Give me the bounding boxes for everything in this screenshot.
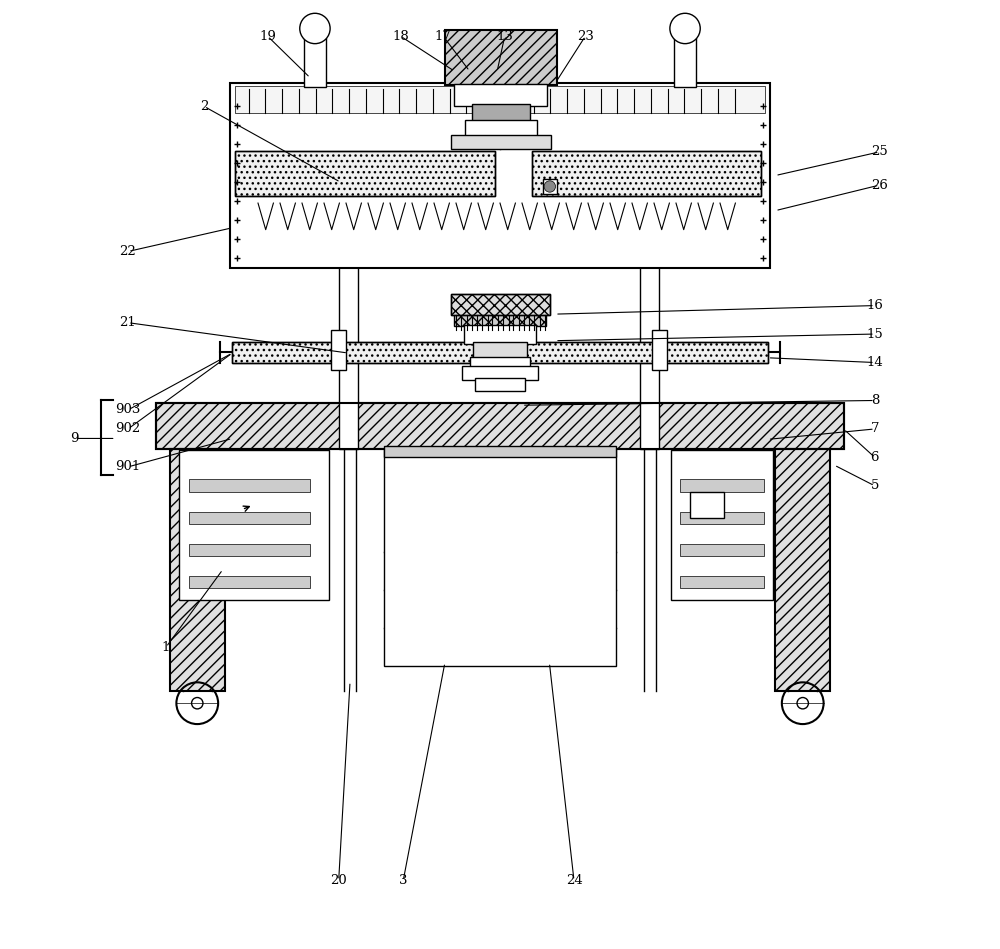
Bar — [680, 512, 764, 524]
Circle shape — [544, 181, 556, 193]
Text: 21: 21 — [120, 316, 136, 329]
Bar — [690, 492, 724, 518]
Bar — [775, 449, 830, 691]
Bar — [235, 151, 495, 196]
Bar — [472, 104, 530, 121]
Text: 19: 19 — [259, 29, 276, 43]
Bar — [189, 544, 310, 556]
Text: 6: 6 — [871, 451, 879, 464]
Text: 25: 25 — [871, 145, 888, 158]
Text: 23: 23 — [577, 29, 594, 43]
Bar — [384, 446, 616, 457]
Text: 902: 902 — [115, 422, 141, 436]
Bar — [532, 151, 761, 196]
Bar — [640, 176, 659, 449]
Text: 17: 17 — [435, 29, 451, 43]
Bar — [189, 512, 310, 524]
Bar — [156, 403, 844, 449]
Text: 22: 22 — [120, 245, 136, 258]
Bar — [179, 450, 329, 600]
Bar — [543, 179, 557, 194]
Text: 5: 5 — [871, 479, 879, 493]
Bar — [671, 450, 773, 600]
Bar — [232, 342, 768, 363]
Text: 15: 15 — [866, 327, 883, 341]
Text: 24: 24 — [566, 874, 582, 887]
Bar — [232, 342, 768, 363]
Bar — [156, 403, 844, 449]
Text: 3: 3 — [399, 874, 407, 887]
Circle shape — [670, 13, 700, 44]
Bar — [445, 30, 557, 85]
Bar — [339, 176, 358, 449]
Bar — [674, 38, 696, 87]
Circle shape — [300, 13, 330, 44]
Bar — [464, 325, 536, 344]
Text: 2: 2 — [200, 100, 208, 113]
Bar — [235, 86, 765, 113]
Text: 901: 901 — [115, 460, 141, 474]
Bar — [652, 330, 667, 370]
Bar — [384, 448, 616, 666]
Bar — [465, 120, 537, 137]
Text: 7: 7 — [871, 422, 879, 436]
Bar — [451, 294, 550, 315]
Bar — [532, 151, 761, 196]
Bar — [235, 151, 495, 196]
Text: 903: 903 — [115, 403, 141, 417]
Bar — [473, 342, 527, 359]
Bar — [475, 378, 525, 391]
Text: 14: 14 — [866, 356, 883, 369]
Bar — [454, 303, 546, 326]
Bar — [451, 135, 551, 149]
Text: 8: 8 — [871, 394, 879, 407]
Text: 9: 9 — [71, 432, 79, 445]
Bar — [189, 479, 310, 492]
Bar — [189, 576, 310, 588]
Bar — [680, 479, 764, 492]
Text: 16: 16 — [866, 299, 883, 312]
Text: 1: 1 — [162, 641, 170, 654]
Bar — [170, 449, 225, 691]
Bar — [454, 84, 547, 106]
Text: 13: 13 — [496, 29, 513, 43]
Text: 18: 18 — [392, 29, 409, 43]
Text: 20: 20 — [330, 874, 347, 887]
Bar — [304, 38, 326, 87]
Text: 26: 26 — [871, 178, 888, 192]
Bar — [462, 366, 538, 380]
Bar — [331, 330, 346, 370]
Bar — [451, 294, 550, 315]
Bar — [680, 576, 764, 588]
Bar — [680, 544, 764, 556]
Bar — [470, 357, 530, 368]
Bar — [230, 83, 770, 268]
